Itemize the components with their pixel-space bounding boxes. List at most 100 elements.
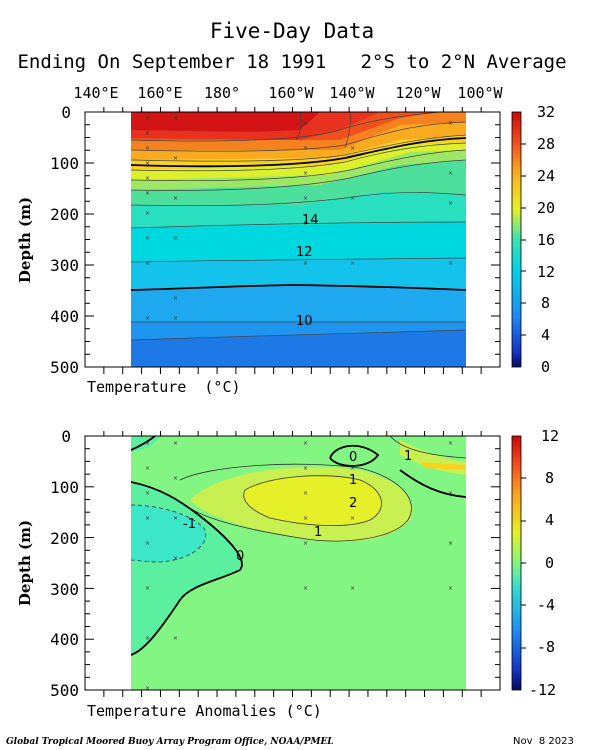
svg-text:×: × bbox=[448, 120, 453, 127]
y-tick-label: 300 bbox=[50, 256, 79, 275]
svg-text:×: × bbox=[173, 515, 178, 522]
colorbar-tick-label: -8 bbox=[537, 638, 555, 656]
svg-text:×: × bbox=[303, 120, 308, 127]
anomaly-y-axis-label: Depth (m) bbox=[16, 520, 34, 606]
y-tick-label: 0 bbox=[61, 427, 71, 446]
contour-label: 2 bbox=[349, 496, 357, 511]
footer-date: Nov 8 2023 bbox=[513, 736, 574, 747]
anomaly-y-tick-labels: 0 100 200 300 400 500 bbox=[50, 427, 79, 700]
x-tick-label: 180° bbox=[204, 84, 240, 102]
temperature-contour-labels: 14 12 10 bbox=[296, 213, 319, 329]
x-tick-label: 120°W bbox=[395, 84, 441, 102]
svg-text:×: × bbox=[350, 585, 355, 592]
y-tick-label: 200 bbox=[50, 205, 79, 224]
svg-text:×: × bbox=[173, 315, 178, 322]
sample-marks: × × × × × × × × × × × × × × × × × × × × × × × × × × × × × bbox=[145, 115, 453, 322]
svg-text:×: × bbox=[145, 115, 150, 122]
svg-text:×: × bbox=[350, 260, 355, 267]
svg-text:×: × bbox=[173, 235, 178, 242]
anomaly-colorbar bbox=[511, 435, 522, 691]
y-tick-label: 500 bbox=[50, 681, 79, 700]
svg-text:×: × bbox=[350, 515, 355, 522]
svg-text:×: × bbox=[173, 635, 178, 642]
svg-text:×: × bbox=[303, 195, 308, 202]
svg-text:×: × bbox=[448, 260, 453, 267]
svg-text:×: × bbox=[145, 440, 150, 447]
x-tick-label: 100°W bbox=[457, 84, 503, 102]
svg-text:×: × bbox=[145, 210, 150, 217]
temperature-colorbar-labels: 32 28 24 20 16 12 8 4 0 bbox=[537, 103, 555, 376]
contour-label: 1 bbox=[349, 473, 357, 488]
svg-text:×: × bbox=[145, 145, 150, 152]
contour-label-14: 14 bbox=[302, 213, 319, 228]
svg-text:×: × bbox=[173, 295, 178, 302]
y-tick-label: 300 bbox=[50, 580, 79, 599]
temperature-field: × × × × × × × × × × × × × × × × × × × × × × × × × × × × × 14 12 … bbox=[131, 112, 466, 367]
svg-text:×: × bbox=[145, 190, 150, 197]
svg-text:×: × bbox=[448, 200, 453, 207]
svg-text:×: × bbox=[145, 540, 150, 547]
svg-text:×: × bbox=[350, 145, 355, 152]
anomaly-contour-labels: 0 1 1 2 1 -1 0 bbox=[183, 449, 412, 564]
svg-text:×: × bbox=[145, 315, 150, 322]
svg-text:×: × bbox=[145, 585, 150, 592]
svg-text:×: × bbox=[145, 175, 150, 182]
svg-text:×: × bbox=[303, 170, 308, 177]
contour-label: 1 bbox=[314, 525, 322, 540]
svg-text:×: × bbox=[173, 555, 178, 562]
svg-text:×: × bbox=[173, 155, 178, 162]
temperature-y-tick-labels: 0 100 200 300 400 500 bbox=[50, 103, 79, 377]
colorbar-tick-label: 8 bbox=[541, 294, 550, 312]
svg-text:×: × bbox=[173, 475, 178, 482]
svg-text:×: × bbox=[145, 635, 150, 642]
svg-text:×: × bbox=[350, 195, 355, 202]
colorbar-tick-label: 0 bbox=[545, 554, 554, 572]
anomaly-x-ticks bbox=[103, 431, 482, 697]
svg-text:×: × bbox=[145, 235, 150, 242]
contour-label: 0 bbox=[349, 450, 357, 465]
contour-label-12: 12 bbox=[296, 245, 313, 260]
svg-text:×: × bbox=[303, 440, 308, 447]
anomaly-colorbar-ticks bbox=[521, 477, 526, 649]
y-tick-label: 100 bbox=[50, 154, 79, 173]
colorbar-tick-label: 16 bbox=[537, 231, 555, 249]
x-tick-label: 160°E bbox=[137, 84, 182, 102]
svg-text:×: × bbox=[303, 220, 308, 227]
anomaly-y-ticks bbox=[85, 435, 500, 691]
anomaly-x-axis-label: Temperature Anomalies (°C) bbox=[87, 702, 322, 720]
svg-text:×: × bbox=[173, 440, 178, 447]
temperature-colorbar bbox=[511, 111, 522, 368]
svg-text:×: × bbox=[448, 585, 453, 592]
y-tick-label: 400 bbox=[50, 630, 79, 649]
temperature-x-ticks bbox=[103, 107, 482, 374]
chart-title: Five-Day Data bbox=[210, 19, 374, 43]
colorbar-tick-label: 12 bbox=[541, 427, 559, 445]
temperature-panel: × × × × × × × × × × × × × × × × × × × × × × × × × × × × × 14 12 … bbox=[16, 84, 555, 396]
y-axis-label: Depth (m) bbox=[16, 197, 34, 283]
svg-text:×: × bbox=[350, 465, 355, 472]
svg-text:×: × bbox=[145, 260, 150, 267]
colorbar-tick-label: 24 bbox=[537, 167, 555, 185]
svg-text:×: × bbox=[145, 685, 150, 692]
colorbar-tick-label: 28 bbox=[537, 135, 555, 153]
svg-text:×: × bbox=[303, 540, 308, 547]
svg-text:×: × bbox=[145, 515, 150, 522]
svg-text:×: × bbox=[303, 465, 308, 472]
anomaly-sample-marks: × × × × × × × × × × × × × × × × × × × × × × × × × × bbox=[145, 440, 453, 692]
anomaly-panel: × × × × × × × × × × × × × × × × × × × × × × × × × × 0 1 1 2 1… bbox=[16, 427, 559, 720]
y-tick-label: 200 bbox=[50, 529, 79, 548]
svg-text:×: × bbox=[303, 145, 308, 152]
svg-text:×: × bbox=[303, 490, 308, 497]
svg-text:×: × bbox=[448, 540, 453, 547]
y-tick-label: 400 bbox=[50, 307, 79, 326]
colorbar-tick-label: 12 bbox=[537, 263, 555, 281]
x-tick-label: 140°W bbox=[329, 84, 375, 102]
x-tick-label: 160°W bbox=[268, 84, 314, 102]
x-axis-label: Temperature (°C) bbox=[87, 378, 241, 396]
svg-text:×: × bbox=[145, 465, 150, 472]
y-tick-label: 100 bbox=[50, 478, 79, 497]
x-tick-labels: 140°E 160°E 180° 160°W 140°W 120°W 100°W bbox=[73, 84, 503, 102]
footer-credit: Global Tropical Moored Buoy Array Progra… bbox=[6, 737, 334, 747]
svg-text:×: × bbox=[448, 440, 453, 447]
